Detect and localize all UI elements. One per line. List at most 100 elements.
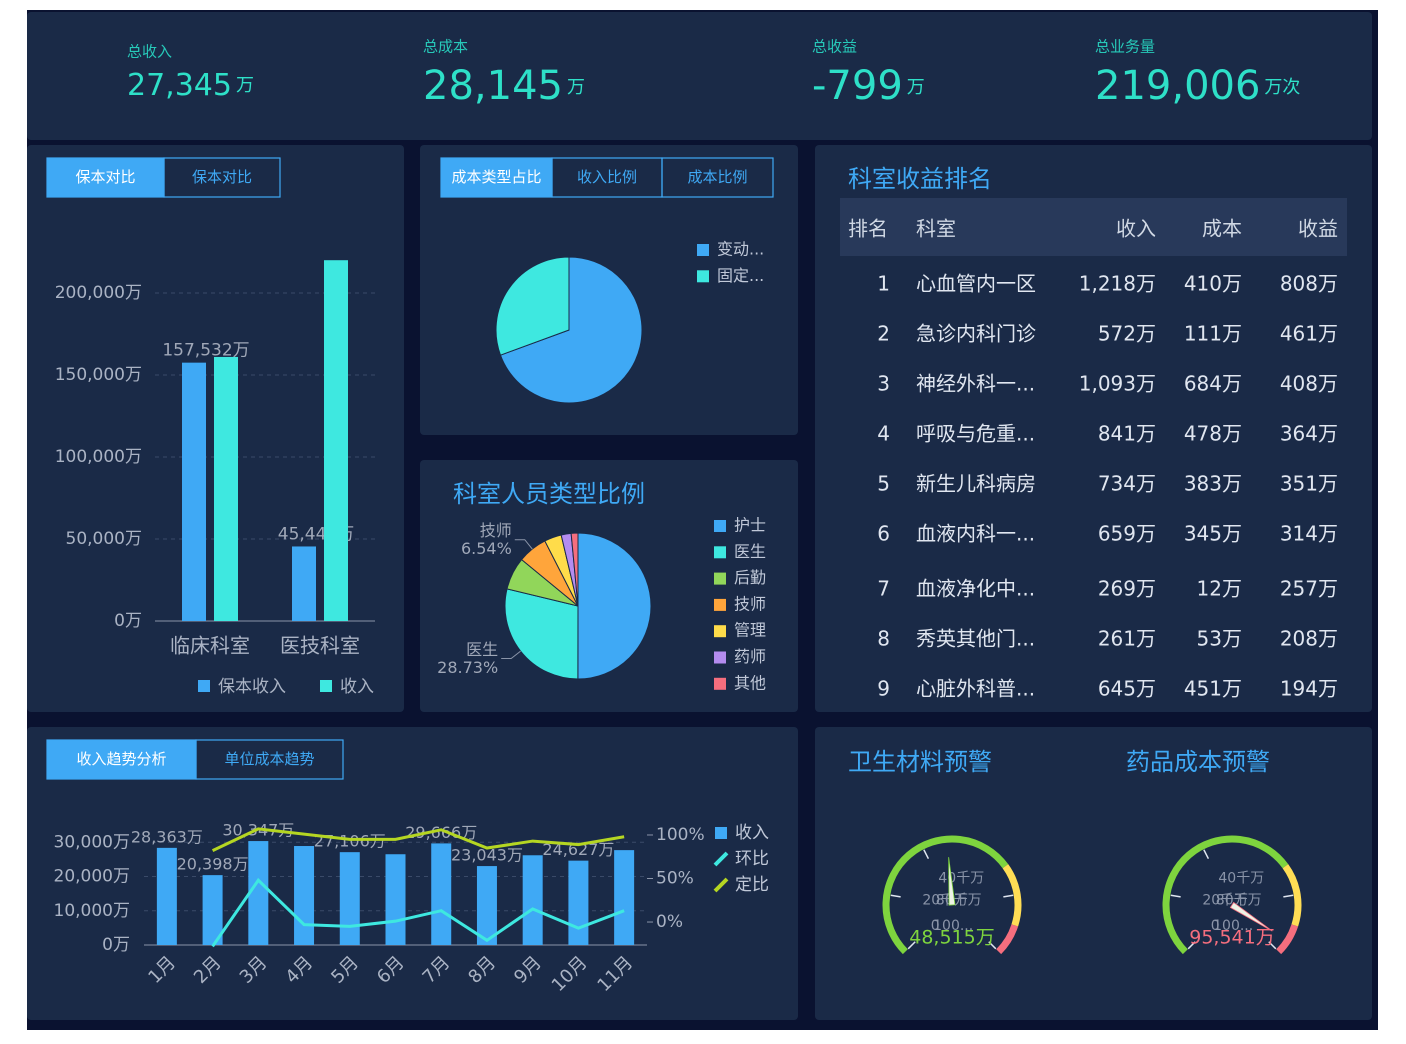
gauge-tick (923, 849, 930, 860)
legend-swatch (198, 680, 210, 692)
legend-swatch (697, 244, 709, 256)
table-cell: 841万 (1098, 422, 1156, 446)
gauge-tick-label: 80千万 (936, 892, 982, 908)
panel (815, 727, 1372, 1020)
gauge-tick (1003, 894, 1014, 898)
tab[interactable] (195, 739, 344, 780)
pie-slice (499, 256, 643, 404)
bar (614, 850, 635, 945)
gauge-tick-label: 0 (931, 918, 940, 934)
bar (292, 546, 316, 621)
pie-slice (570, 532, 579, 607)
table-cell: 急诊内科门诊 (916, 322, 1036, 346)
table-cell: 呼吸与危重... (916, 422, 1035, 446)
table-cell: 734万 (1098, 472, 1156, 496)
y-tick-label: 0万 (114, 611, 142, 631)
table-header: 收益 (1298, 217, 1338, 241)
gauge-title: 卫生材料预警 (848, 748, 992, 776)
bar (182, 362, 206, 621)
kpi-label: 总成本 (423, 38, 468, 56)
table-cell: 351万 (1280, 472, 1338, 496)
gauge-tick (907, 941, 916, 950)
bar (156, 847, 177, 945)
y-tick-label: 10,000万 (54, 901, 130, 921)
table-cell: 451万 (1184, 677, 1242, 701)
table-cell: 410万 (1184, 272, 1242, 296)
tab-label: 收入趋势分析 (76, 750, 166, 768)
x-tick-label: 医技科室 (280, 634, 360, 658)
y2-tick-label: 100% (656, 825, 705, 845)
table-cell: 3 (877, 372, 890, 396)
table-cell: 1,218万 (1079, 272, 1156, 296)
table-cell: 684万 (1184, 372, 1242, 396)
legend-swatch (320, 680, 332, 692)
gauge-tick-label: 40千万 (938, 870, 984, 886)
tab[interactable] (46, 157, 165, 198)
gauge-tick (1283, 894, 1294, 898)
table-cell: 345万 (1184, 522, 1242, 546)
bar (248, 841, 269, 945)
slice-value: 6.54% (461, 539, 512, 558)
tab[interactable] (163, 157, 281, 198)
bar (476, 866, 497, 945)
table-cell: 383万 (1184, 472, 1242, 496)
gauge-band (1002, 864, 1022, 927)
line-series (211, 827, 625, 853)
legend-label: 其他 (734, 673, 766, 692)
slice-label: 技师 (480, 521, 512, 540)
table-cell: 408万 (1280, 372, 1338, 396)
bar (339, 852, 360, 945)
table-cell: 659万 (1098, 522, 1156, 546)
legend-swatch (697, 270, 709, 283)
legend-swatch (714, 677, 726, 690)
kpi-number: -799 (812, 63, 903, 109)
bar (324, 260, 348, 621)
table-cell: 1 (877, 272, 890, 296)
table-cell: 314万 (1280, 522, 1338, 546)
tab-label: 单位成本趋势 (224, 750, 314, 768)
legend-swatch (714, 598, 726, 611)
y-tick-label: 200,000万 (55, 283, 142, 303)
kpi-unit: 万 (236, 75, 254, 96)
kpi-number: 219,006 (1095, 63, 1260, 109)
tab[interactable] (440, 157, 553, 198)
legend-label: 管理 (734, 621, 766, 640)
gauge-tick-label: 80千万 (1216, 892, 1262, 908)
leader-line (501, 650, 521, 660)
legend-swatch (714, 520, 726, 532)
gauge-tick-label: 0 (1211, 918, 1220, 934)
table-cell: 6 (877, 522, 890, 546)
gauge-tick (1170, 894, 1181, 898)
legend-swatch (713, 851, 729, 867)
kpi-value: 27,345 万 (127, 68, 254, 103)
gauge-band (1282, 864, 1302, 927)
x-tick-label: 临床科室 (170, 634, 250, 658)
table-cell: 8 (877, 627, 890, 651)
legend-label: 护士 (734, 516, 766, 535)
tab[interactable] (661, 157, 774, 198)
gauge-tick-label: 40千万 (1218, 870, 1264, 886)
legend-swatch (714, 572, 726, 585)
table-title: 科室收益排名 (848, 165, 992, 193)
bar (431, 843, 452, 945)
gauge-tick-label: 20千万 (922, 892, 968, 908)
legend-label: 定比 (735, 875, 769, 895)
pie-slice (495, 256, 570, 356)
kpi-unit: 万 (567, 77, 585, 98)
kpi-number: 27,345 (127, 68, 232, 103)
kpi-label: 总收益 (812, 38, 857, 56)
gauge-tick (1203, 849, 1210, 860)
table-cell: 364万 (1280, 422, 1338, 446)
table-header-bg (840, 198, 1347, 256)
table-cell: 461万 (1280, 322, 1338, 346)
y-tick-label: 0万 (102, 935, 130, 955)
tab[interactable] (46, 739, 197, 780)
table-header: 排名 (848, 217, 888, 241)
gauge-title: 药品成本预警 (1126, 748, 1270, 776)
kpi-label: 总收入 (127, 43, 172, 61)
bar (294, 846, 315, 945)
kpi-value: -799 万 (812, 63, 925, 109)
table-cell: 208万 (1280, 627, 1338, 651)
leader-line (514, 539, 533, 550)
